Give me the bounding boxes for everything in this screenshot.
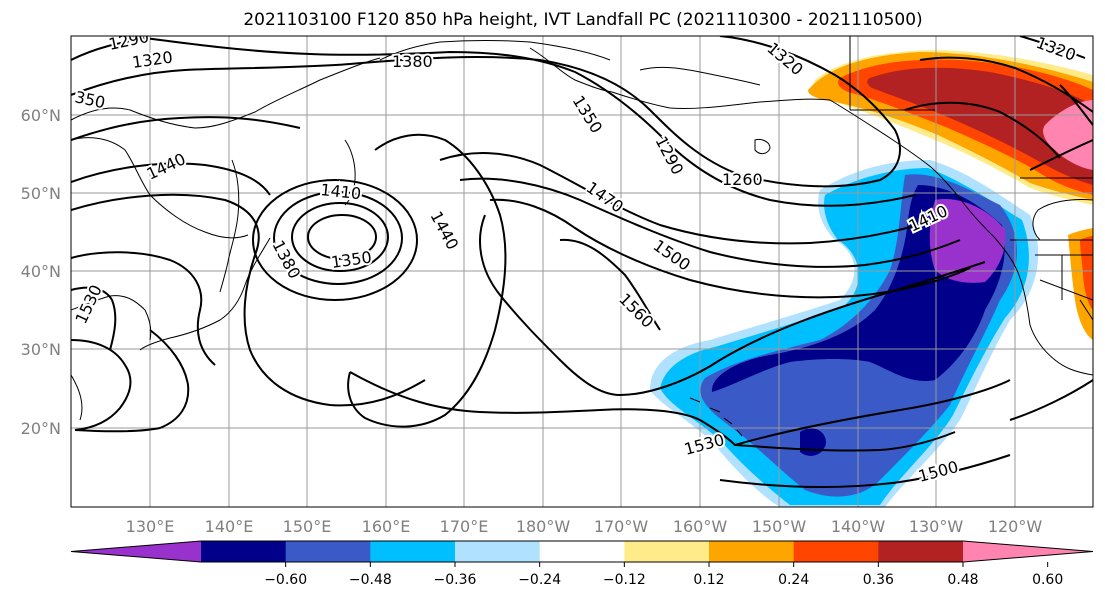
lon-label: 170°W bbox=[594, 517, 649, 536]
colorbar-segment bbox=[793, 541, 879, 562]
lat-label: 60°N bbox=[21, 106, 61, 125]
lon-label: 130°E bbox=[126, 517, 175, 536]
colorbar-segment bbox=[709, 541, 795, 562]
colorbar-tick-label: −0.60 bbox=[264, 572, 307, 588]
colorbar-segment bbox=[285, 541, 371, 562]
lat-label: 30°N bbox=[21, 340, 61, 359]
lon-label: 170°E bbox=[440, 517, 489, 536]
lon-label: 130°W bbox=[909, 517, 964, 536]
colorbar-tick-label: 0.48 bbox=[947, 572, 978, 588]
lon-label: 180°W bbox=[516, 517, 571, 536]
latitude-labels: 60°N 50°N 40°N 30°N 20°N bbox=[21, 106, 61, 438]
colorbar-tick-label: 0.60 bbox=[1032, 572, 1063, 588]
colorbar-tick-label: −0.48 bbox=[349, 572, 392, 588]
colorbar-segment bbox=[539, 541, 625, 562]
map-frame bbox=[70, 35, 1094, 508]
lon-label: 150°W bbox=[752, 517, 807, 536]
lat-label: 20°N bbox=[21, 419, 61, 438]
lon-label: 120°W bbox=[988, 517, 1043, 536]
lon-label: 160°W bbox=[673, 517, 728, 536]
contour-label: 1260 bbox=[722, 170, 763, 189]
colorbar-tick-label: 0.24 bbox=[778, 572, 809, 588]
longitude-labels: 130°E 140°E 150°E 160°E 170°E 180°W 170°… bbox=[126, 517, 1043, 536]
graticule bbox=[71, 36, 1093, 507]
colorbar-tick-label: −0.24 bbox=[518, 572, 561, 588]
colorbar-segment bbox=[201, 541, 287, 562]
lon-label: 160°E bbox=[362, 517, 411, 536]
colorbar-extend-min bbox=[71, 541, 201, 562]
map-area: 1290 1320 350 1380 1440 1410 1350 1380 1… bbox=[71, 36, 1093, 507]
lon-label: 140°W bbox=[831, 517, 886, 536]
contour-label: 1380 bbox=[392, 52, 433, 71]
colorbar-extend-max bbox=[963, 541, 1093, 562]
colorbar-tick-label: −0.12 bbox=[603, 572, 646, 588]
lat-label: 40°N bbox=[21, 262, 61, 281]
colorbar-segment bbox=[370, 541, 456, 562]
colorbar-tick-label: 0.36 bbox=[863, 572, 894, 588]
colorbar-outline bbox=[70, 540, 1094, 563]
ivt-shade-darkred bbox=[867, 67, 1093, 185]
ivt-shade-purple bbox=[929, 199, 1006, 283]
height-contours bbox=[71, 36, 1093, 489]
ivt-shade-pink bbox=[1043, 100, 1093, 170]
colorbar: −0.60 −0.48 −0.36 −0.24 −0.12 0.12 0.24 0.36 0.4… bbox=[70, 540, 1094, 588]
lat-label: 50°N bbox=[21, 184, 61, 203]
colorbar-tick-label: 0.12 bbox=[693, 572, 724, 588]
colorbar-segment bbox=[455, 541, 541, 562]
lon-label: 150°E bbox=[283, 517, 332, 536]
figure-title: 2021103100 F120 850 hPa height, IVT Land… bbox=[243, 10, 922, 30]
colorbar-segment bbox=[878, 541, 964, 562]
lon-label: 140°E bbox=[205, 517, 254, 536]
colorbar-segment bbox=[624, 541, 710, 562]
colorbar-tick-label: −0.36 bbox=[434, 572, 477, 588]
